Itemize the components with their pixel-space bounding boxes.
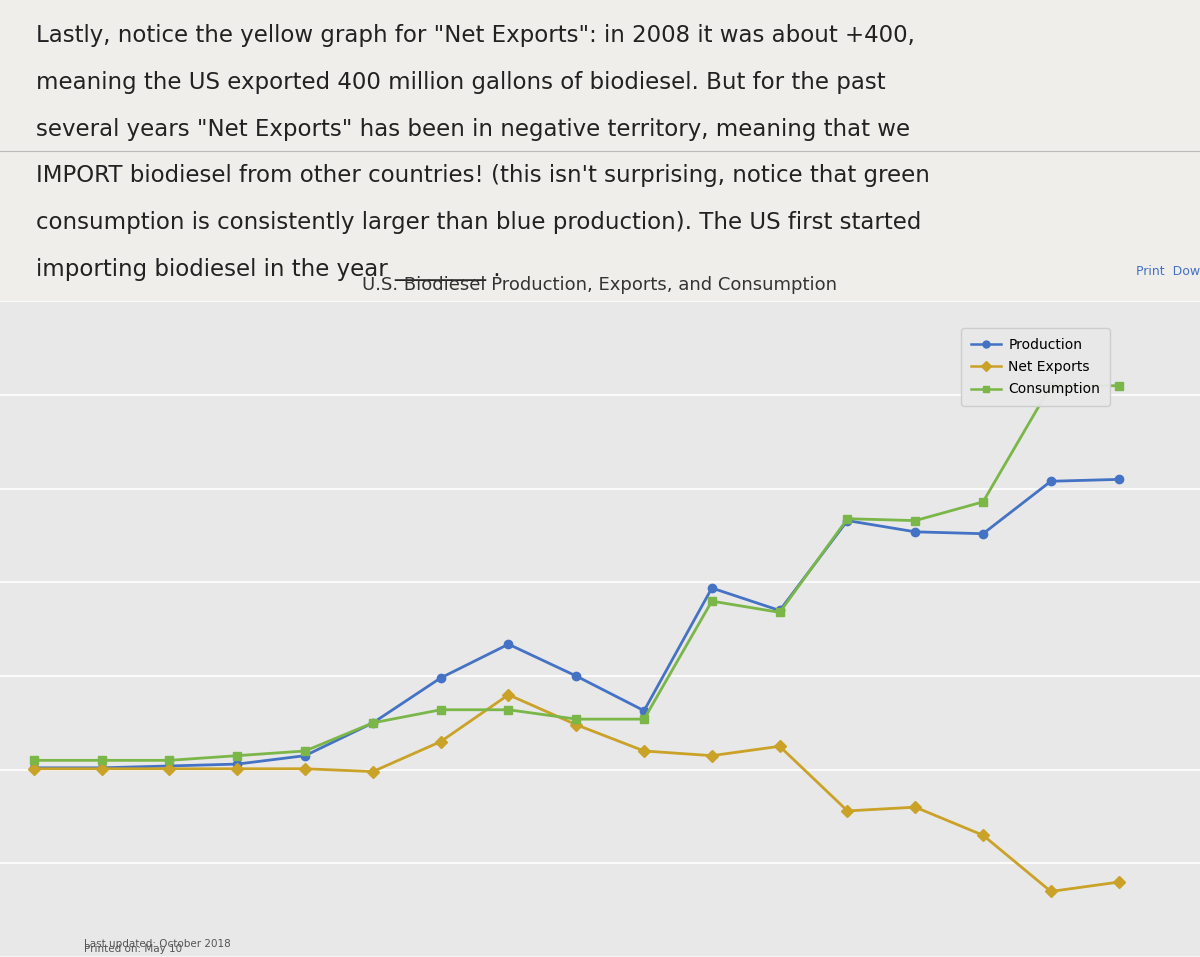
Net Exports [1111,877,1126,888]
Net Exports [162,763,176,774]
Text: consumption is consistently larger than blue production). The US first started: consumption is consistently larger than … [36,211,922,234]
Net Exports [840,805,854,816]
Net Exports [569,719,583,730]
Text: IMPORT biodiesel from other countries! (this isn't surprising, notice that green: IMPORT biodiesel from other countries! (… [36,165,930,188]
Text: Printed on: May 10: Printed on: May 10 [84,945,182,954]
Text: meaning the US exported 400 million gallons of biodiesel. But for the past: meaning the US exported 400 million gall… [36,71,886,94]
Consumption [976,496,990,507]
Text: several years "Net Exports" has been in negative territory, meaning that we: several years "Net Exports" has been in … [36,118,910,141]
Net Exports [95,763,109,774]
Consumption [908,515,923,526]
Production [704,582,719,593]
Production [502,638,516,650]
Text: importing biodiesel in the year ________ .: importing biodiesel in the year ________… [36,257,500,280]
Consumption [773,607,787,618]
Production [773,605,787,616]
Production [1044,476,1058,487]
Line: Consumption: Consumption [30,382,1123,765]
Net Exports [26,763,41,774]
Net Exports [230,763,245,774]
Line: Production: Production [30,476,1123,772]
Production [637,705,652,717]
Net Exports [976,830,990,841]
Net Exports [502,689,516,701]
Consumption [230,750,245,762]
Net Exports [298,763,312,774]
Production [162,760,176,771]
Net Exports [1044,886,1058,898]
Legend: Production, Net Exports, Consumption: Production, Net Exports, Consumption [961,328,1110,406]
Consumption [840,513,854,524]
Consumption [433,704,448,716]
Text: Print  Dow: Print Dow [1136,265,1200,278]
Consumption [569,713,583,724]
Line: Net Exports: Net Exports [30,691,1123,896]
Net Exports [637,746,652,757]
Consumption [298,746,312,757]
Text: Last updated: October 2018: Last updated: October 2018 [84,940,230,949]
Consumption [704,595,719,607]
Net Exports [433,736,448,747]
Consumption [26,754,41,766]
Production [26,762,41,773]
Production [1111,474,1126,485]
Title: U.S. Biodiesel Production, Exports, and Consumption: U.S. Biodiesel Production, Exports, and … [362,277,838,295]
Production [569,670,583,681]
Net Exports [908,801,923,812]
Consumption [637,713,652,724]
Consumption [366,717,380,728]
Production [976,528,990,540]
Text: Lastly, notice the yellow graph for "Net Exports": in 2008 it was about +400,: Lastly, notice the yellow graph for "Net… [36,24,914,47]
Net Exports [704,750,719,762]
Consumption [502,704,516,716]
Production [95,762,109,773]
Production [840,515,854,526]
Consumption [162,754,176,766]
Production [298,750,312,762]
Production [366,717,380,728]
Net Exports [366,766,380,777]
Net Exports [773,741,787,752]
Production [433,672,448,683]
Consumption [1044,380,1058,391]
Consumption [1111,380,1126,391]
Consumption [95,754,109,766]
Production [908,526,923,538]
Production [230,758,245,769]
